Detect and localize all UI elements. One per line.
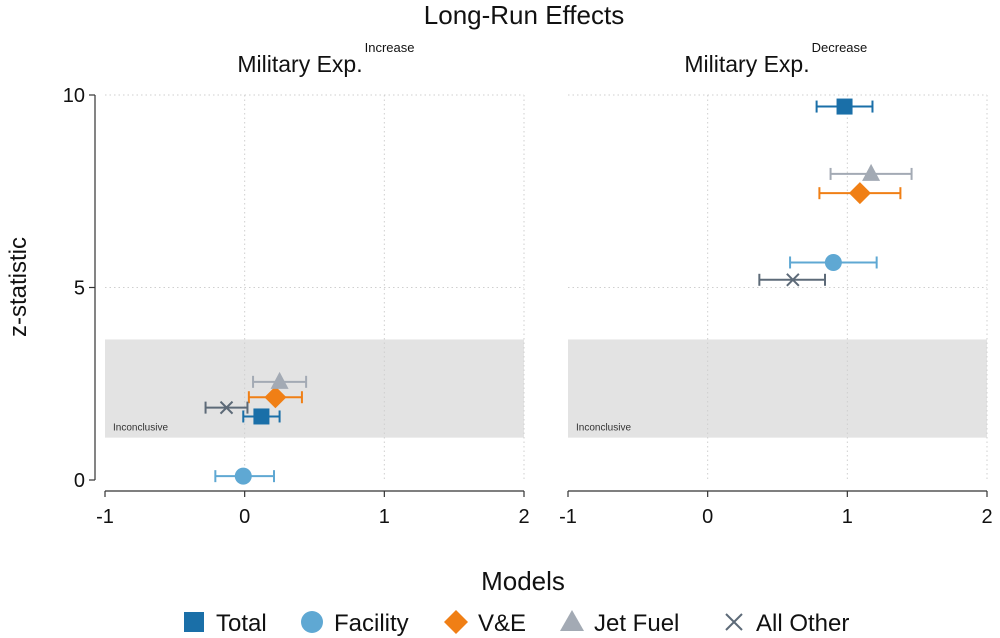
marker-jet-fuel: [862, 163, 881, 181]
inconclusive-band: [568, 339, 987, 438]
marker-facility: [234, 467, 252, 485]
x-tick-label: 2: [518, 506, 529, 528]
marker-all-other: [219, 400, 234, 415]
legend-label-total: Total: [216, 610, 267, 637]
inconclusive-label: Inconclusive: [113, 423, 168, 434]
marker-facility: [824, 253, 842, 271]
legend-label-all-other: All Other: [756, 610, 849, 637]
x-tick-label: 0: [702, 506, 713, 528]
legend-marker-facility: [301, 611, 323, 633]
panel-subtitle: Military Exp.: [684, 51, 809, 77]
legend-item-facility: Facility: [301, 610, 409, 637]
legend-title: Models: [481, 566, 565, 596]
point-jet-fuel: [829, 163, 913, 181]
legend-label-jet-fuel: Jet Fuel: [594, 610, 679, 637]
legend-label-facility: Facility: [334, 610, 409, 637]
legend-item-total: Total: [184, 610, 267, 637]
x-tick-label: 1: [842, 506, 853, 528]
legend-marker-all-other: [725, 613, 743, 631]
legend-item-v-e: V&E: [444, 610, 526, 637]
legend-marker-total: [184, 612, 204, 632]
x-tick-label: 1: [379, 506, 390, 528]
point-all-other: [204, 400, 249, 415]
point-jet-fuel: [252, 371, 308, 389]
marker-v-e: [264, 386, 287, 409]
panel-superscript: Decrease: [812, 40, 868, 55]
panel-2: Inconclusive -1 0 1 2 Military Exp.Decrease: [559, 40, 992, 528]
marker-total: [253, 408, 270, 425]
marker-all-other: [786, 273, 800, 287]
inconclusive-label: Inconclusive: [576, 423, 631, 434]
panel-subtitle: Military Exp.: [237, 51, 362, 77]
y-tick-label: 10: [63, 85, 85, 107]
point-all-other: [758, 273, 826, 287]
panel-superscript: Increase: [365, 40, 415, 55]
marker-v-e: [848, 182, 871, 205]
point-total: [242, 408, 281, 425]
chart-title: Long-Run Effects: [424, 0, 624, 30]
x-tick-label: 0: [239, 506, 250, 528]
legend: Models Total Facility V&E Jet Fuel All Other: [184, 566, 849, 637]
legend-items: Total Facility V&E Jet Fuel All Other: [184, 610, 849, 637]
point-v-e: [247, 386, 303, 409]
legend-marker-jet-fuel: [560, 610, 584, 631]
inconclusive-band: [105, 339, 524, 438]
legend-item-all-other: All Other: [725, 610, 849, 637]
x-tick-label: -1: [559, 506, 577, 528]
legend-label-v-e: V&E: [478, 610, 526, 637]
point-facility: [789, 253, 878, 271]
marker-total: [836, 98, 853, 115]
marker-jet-fuel: [270, 371, 289, 389]
point-facility: [214, 467, 275, 485]
x-tick-label: -1: [96, 506, 114, 528]
y-axis-title: z-statistic: [5, 237, 32, 337]
point-v-e: [818, 182, 902, 205]
y-tick-label: 0: [74, 470, 85, 492]
panel-1: Inconclusive -1 0 1 2 0 5 10 Military Exp.Increa…: [63, 40, 530, 528]
x-tick-label: 2: [981, 506, 992, 528]
point-total: [815, 98, 874, 115]
y-tick-label: 5: [74, 278, 85, 300]
legend-marker-v-e: [444, 610, 468, 634]
legend-item-jet-fuel: Jet Fuel: [560, 610, 679, 637]
